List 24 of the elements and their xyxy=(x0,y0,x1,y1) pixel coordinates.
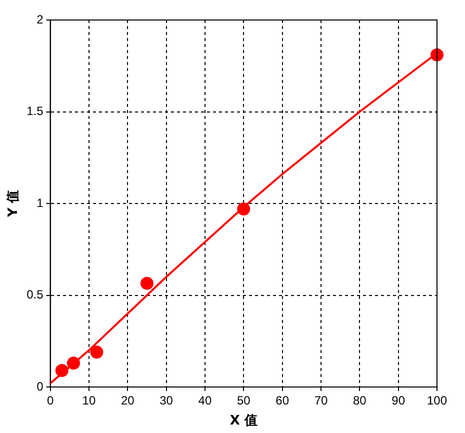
x-tick-label: 50 xyxy=(236,394,251,408)
x-tick-label: 80 xyxy=(352,394,367,408)
x-tick-label: 20 xyxy=(120,394,135,408)
point xyxy=(140,276,154,290)
y-axis-title: Y 值 xyxy=(6,190,22,218)
x-tick-label: 10 xyxy=(82,394,96,408)
point xyxy=(430,48,444,62)
y-tick-label: 0 xyxy=(36,379,44,394)
x-tick-label: 70 xyxy=(314,394,328,408)
x-tick-label: 0 xyxy=(46,394,54,408)
point xyxy=(55,364,68,377)
x-tick-label: 40 xyxy=(198,394,212,408)
x-tick-label: 100 xyxy=(426,394,448,408)
y-tick-label: 2 xyxy=(36,12,44,26)
y-tick-label: 1.5 xyxy=(26,104,44,118)
x-tick-label: 90 xyxy=(392,394,406,408)
y-tick-label: 1 xyxy=(36,196,44,210)
point xyxy=(90,346,104,359)
point xyxy=(66,356,80,370)
x-axis-title: X 值 xyxy=(230,414,258,429)
point xyxy=(237,202,250,216)
x-tick-label: 60 xyxy=(276,394,290,408)
x-tick-label: 30 xyxy=(160,394,174,408)
y-tick-label: 0.5 xyxy=(26,288,44,302)
